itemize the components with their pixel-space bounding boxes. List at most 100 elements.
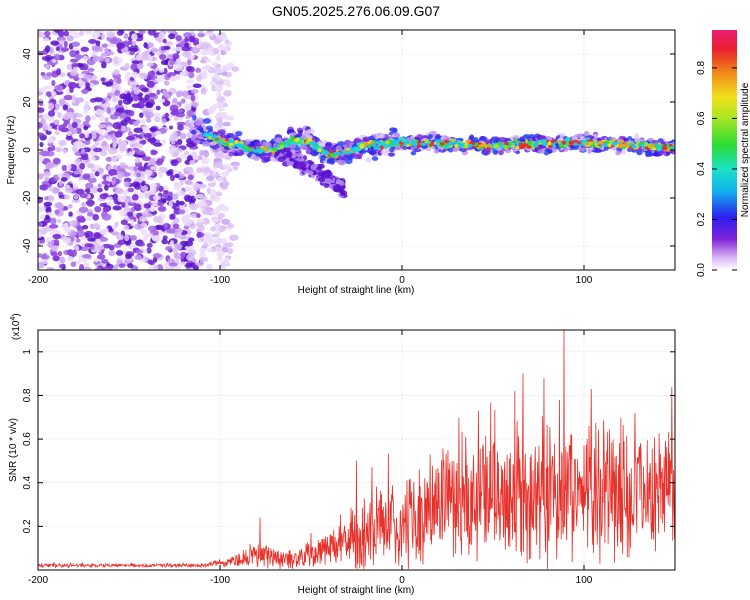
spectrogram-noise-blob: [90, 115, 97, 121]
spectrogram-noise-blob: [112, 84, 122, 92]
snr-panel: -200 -100 0 100 0.2 0.4 0.6 0.8 1 Height of stra…: [8, 313, 676, 596]
spectrogram-noise-blob: [166, 30, 177, 34]
spectrogram-signal-blob: [246, 152, 252, 158]
spectrogram-noise-blob: [101, 180, 110, 185]
spectrogram-core-blob: [622, 143, 630, 148]
spectrogram-noise-blob: [147, 42, 154, 48]
spectrogram-noise-blob: [66, 131, 72, 137]
spectrogram-noise-blob: [57, 203, 64, 211]
spectrogram-noise-blob: [84, 188, 91, 194]
figure-title: GN05.2025.276.06.09.G07: [272, 3, 440, 19]
spectrogram-noise-blob: [86, 162, 94, 168]
spectrogram-signal-blob: [205, 125, 214, 131]
spectrogram-noise-blob: [221, 218, 231, 225]
spectrogram-noise-blob: [70, 128, 75, 135]
spectrogram-noise-blob: [178, 200, 185, 206]
spectrogram-core-blob: [293, 141, 299, 146]
spectrogram-signal-blob: [196, 133, 203, 139]
snr-y-tick-label: 0.6: [22, 432, 33, 446]
spectrogram-noise-blob: [210, 196, 221, 202]
spectrogram-core-blob: [619, 139, 624, 144]
spectrogram-noise-blob: [214, 162, 224, 169]
spectrogram-noise-blob: [69, 50, 77, 58]
spectrogram-noise-blob: [206, 248, 215, 253]
spectrogram-noise-blob: [58, 139, 67, 146]
spectrogram-core-blob: [548, 144, 553, 149]
spectrogram-core-blob: [237, 143, 244, 149]
spectrogram-core-blob: [524, 139, 529, 144]
spectrogram-noise-blob: [113, 111, 121, 117]
spectrogram-noise-blob: [144, 50, 149, 57]
spectrogram-noise-blob: [135, 150, 145, 156]
spectrogram-noise-blob: [96, 254, 106, 260]
spectrogram-noise-blob: [127, 187, 135, 193]
spectrogram-noise-blob: [44, 214, 50, 220]
spectrogram-signal-blob: [394, 132, 401, 138]
spectrogram-signal-blob: [337, 141, 346, 146]
spectrogram-branch-blob: [289, 157, 294, 162]
spectrogram-noise-blob: [74, 140, 84, 147]
spectrogram-noise-blob: [71, 41, 80, 47]
spectrogram-noise-blob: [178, 209, 186, 215]
spectrogram-signal-blob: [513, 135, 522, 140]
spectrogram-noise-blob: [45, 161, 55, 169]
spectrogram-noise-blob: [41, 150, 50, 157]
spectrogram-noise-blob: [38, 222, 44, 227]
spectrogram-core-blob: [561, 140, 566, 145]
spectrogram-noise-blob: [197, 32, 205, 38]
spectrogram-noise-blob: [199, 149, 205, 156]
spectrogram-noise-blob: [136, 143, 144, 149]
spectrogram-noise-blob: [134, 157, 141, 164]
spectrogram-core-blob: [481, 142, 485, 148]
spectrogram-core-blob: [631, 145, 638, 149]
spectrogram-noise-blob: [188, 71, 195, 79]
spectrogram-noise-blob: [189, 159, 196, 165]
spectrogram-noise-blob: [140, 119, 146, 126]
spectrogram-noise-blob: [81, 201, 86, 208]
spectrogram-core-blob: [572, 139, 579, 144]
spectrogram-noise-blob: [153, 265, 159, 270]
spectrogram-noise-blob: [92, 223, 101, 229]
spectrogram-noise-blob: [143, 42, 148, 49]
spectrogram-signal-blob: [413, 148, 422, 153]
spectrogram-noise-blob: [169, 125, 174, 130]
spectrogram-signal-blob: [320, 155, 327, 161]
spectrogram-x-tick-label: 100: [576, 275, 593, 286]
spectrogram-noise-blob: [156, 158, 164, 163]
spectrogram-noise-blob: [115, 187, 124, 195]
spectrogram-noise-blob: [141, 156, 152, 162]
spectrogram-noise-blob: [169, 241, 174, 247]
spectrogram-signal-blob: [600, 136, 606, 141]
snr-y-tick-label: 1: [22, 349, 33, 355]
spectrogram-noise-blob: [198, 224, 205, 232]
spectrogram-noise-blob: [38, 101, 44, 106]
spectrogram-noise-blob: [169, 75, 177, 82]
spectrogram-signal-blob: [365, 157, 372, 163]
spectrogram-noise-blob: [56, 36, 66, 42]
spectrogram-core-blob: [504, 142, 509, 146]
spectrogram-noise-blob: [143, 235, 149, 241]
spectrogram-noise-blob: [177, 108, 184, 113]
spectrogram-noise-blob: [116, 42, 126, 50]
spectrogram-core-blob: [591, 143, 596, 148]
spectrogram-core-blob: [384, 140, 390, 145]
spectrogram-noise-blob: [155, 105, 161, 111]
spectrogram-noise-blob: [215, 55, 221, 62]
spectrogram-core-blob: [583, 140, 588, 144]
spectrogram-noise-blob: [81, 89, 87, 94]
spectrogram-noise-blob: [80, 155, 89, 161]
spectrogram-noise-blob: [184, 180, 193, 185]
spectrogram-noise-blob: [222, 176, 227, 184]
spectrogram-noise-blob: [63, 30, 70, 37]
spectrogram-branch-blob: [293, 152, 298, 157]
spectrogram-core-blob: [573, 142, 579, 146]
spectrogram-noise-blob: [203, 232, 212, 238]
spectrogram-noise-blob: [98, 135, 104, 140]
spectrogram-signal-blob: [347, 155, 354, 161]
spectrogram-noise-blob: [113, 69, 120, 76]
spectrogram-noise-blob: [38, 107, 45, 113]
spectrogram-noise-blob: [208, 106, 217, 112]
spectrogram-noise-blob: [85, 216, 93, 222]
spectrogram-noise-blob: [143, 203, 152, 209]
